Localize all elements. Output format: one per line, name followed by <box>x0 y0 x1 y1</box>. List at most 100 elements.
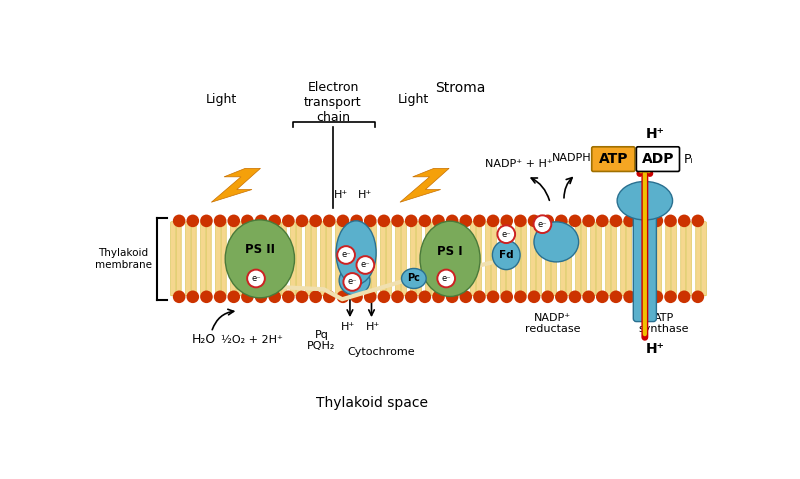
Circle shape <box>405 290 418 303</box>
Circle shape <box>418 215 431 227</box>
FancyBboxPatch shape <box>276 222 280 296</box>
Circle shape <box>282 215 294 227</box>
FancyBboxPatch shape <box>311 222 316 296</box>
Circle shape <box>438 270 455 287</box>
Text: PS I: PS I <box>438 245 463 258</box>
Circle shape <box>555 290 568 303</box>
Text: ATP
synthase: ATP synthase <box>639 313 690 334</box>
Circle shape <box>637 215 650 227</box>
FancyBboxPatch shape <box>462 222 466 296</box>
Circle shape <box>364 290 377 303</box>
Circle shape <box>596 290 609 303</box>
Circle shape <box>296 290 308 303</box>
Circle shape <box>338 246 355 264</box>
Text: Thylakoid space: Thylakoid space <box>315 396 427 410</box>
Text: H⁺: H⁺ <box>358 190 373 200</box>
Circle shape <box>473 290 486 303</box>
FancyBboxPatch shape <box>592 147 635 171</box>
Circle shape <box>214 215 226 227</box>
Circle shape <box>582 215 595 227</box>
FancyBboxPatch shape <box>336 222 340 296</box>
Text: e⁻: e⁻ <box>538 220 547 228</box>
Circle shape <box>350 290 363 303</box>
FancyBboxPatch shape <box>606 222 610 296</box>
Text: e⁻: e⁻ <box>251 274 261 283</box>
FancyBboxPatch shape <box>216 222 220 296</box>
Text: e⁻: e⁻ <box>342 251 351 260</box>
FancyBboxPatch shape <box>191 222 196 296</box>
Ellipse shape <box>420 221 480 297</box>
FancyBboxPatch shape <box>636 222 641 296</box>
FancyBboxPatch shape <box>237 222 241 296</box>
FancyBboxPatch shape <box>432 222 436 296</box>
Circle shape <box>486 290 499 303</box>
FancyBboxPatch shape <box>681 222 686 296</box>
Text: ½O₂ + 2H⁺: ½O₂ + 2H⁺ <box>222 335 283 345</box>
Ellipse shape <box>336 221 376 285</box>
Text: NADP⁺ + H⁺: NADP⁺ + H⁺ <box>486 159 554 169</box>
Text: e⁻: e⁻ <box>442 274 451 283</box>
Circle shape <box>241 215 254 227</box>
Circle shape <box>569 290 582 303</box>
Circle shape <box>637 290 650 303</box>
FancyBboxPatch shape <box>561 222 566 296</box>
Circle shape <box>343 273 361 291</box>
FancyBboxPatch shape <box>357 222 362 296</box>
FancyBboxPatch shape <box>426 222 430 296</box>
Text: PS II: PS II <box>245 243 275 256</box>
Circle shape <box>378 215 390 227</box>
Circle shape <box>282 290 294 303</box>
Circle shape <box>610 290 622 303</box>
FancyBboxPatch shape <box>597 222 602 296</box>
Circle shape <box>498 225 515 243</box>
FancyBboxPatch shape <box>546 222 550 296</box>
FancyBboxPatch shape <box>177 222 181 296</box>
FancyBboxPatch shape <box>636 147 679 171</box>
Circle shape <box>534 216 551 233</box>
Text: ADP: ADP <box>642 152 674 166</box>
Circle shape <box>569 215 582 227</box>
Text: Light: Light <box>206 93 237 106</box>
FancyBboxPatch shape <box>230 222 235 296</box>
Text: H⁺: H⁺ <box>334 190 348 200</box>
Circle shape <box>227 290 240 303</box>
Circle shape <box>268 215 281 227</box>
Circle shape <box>296 215 308 227</box>
FancyBboxPatch shape <box>386 222 391 296</box>
FancyBboxPatch shape <box>410 222 415 296</box>
FancyBboxPatch shape <box>261 222 266 296</box>
Ellipse shape <box>402 268 426 288</box>
Circle shape <box>664 215 677 227</box>
FancyBboxPatch shape <box>470 222 475 296</box>
Circle shape <box>528 215 540 227</box>
FancyBboxPatch shape <box>634 194 656 321</box>
Text: Pᵢ: Pᵢ <box>683 153 693 166</box>
Circle shape <box>310 290 322 303</box>
Circle shape <box>432 215 445 227</box>
Circle shape <box>337 290 350 303</box>
FancyBboxPatch shape <box>396 222 400 296</box>
Circle shape <box>650 215 663 227</box>
Circle shape <box>357 256 374 274</box>
Circle shape <box>446 290 458 303</box>
Text: NADP⁺
reductase: NADP⁺ reductase <box>525 313 580 334</box>
Circle shape <box>350 215 363 227</box>
FancyBboxPatch shape <box>492 222 496 296</box>
FancyBboxPatch shape <box>321 222 326 296</box>
FancyBboxPatch shape <box>657 222 662 296</box>
Text: H₂O: H₂O <box>191 333 216 346</box>
Text: e⁻: e⁻ <box>347 277 357 286</box>
Circle shape <box>405 215 418 227</box>
FancyBboxPatch shape <box>441 222 446 296</box>
Circle shape <box>186 290 199 303</box>
Circle shape <box>418 290 431 303</box>
Text: Light: Light <box>398 93 430 106</box>
FancyBboxPatch shape <box>206 222 211 296</box>
FancyBboxPatch shape <box>381 222 386 296</box>
Text: H⁺: H⁺ <box>646 342 665 356</box>
Circle shape <box>542 215 554 227</box>
FancyBboxPatch shape <box>201 222 206 296</box>
FancyBboxPatch shape <box>552 222 556 296</box>
FancyBboxPatch shape <box>486 222 490 296</box>
Circle shape <box>501 290 513 303</box>
